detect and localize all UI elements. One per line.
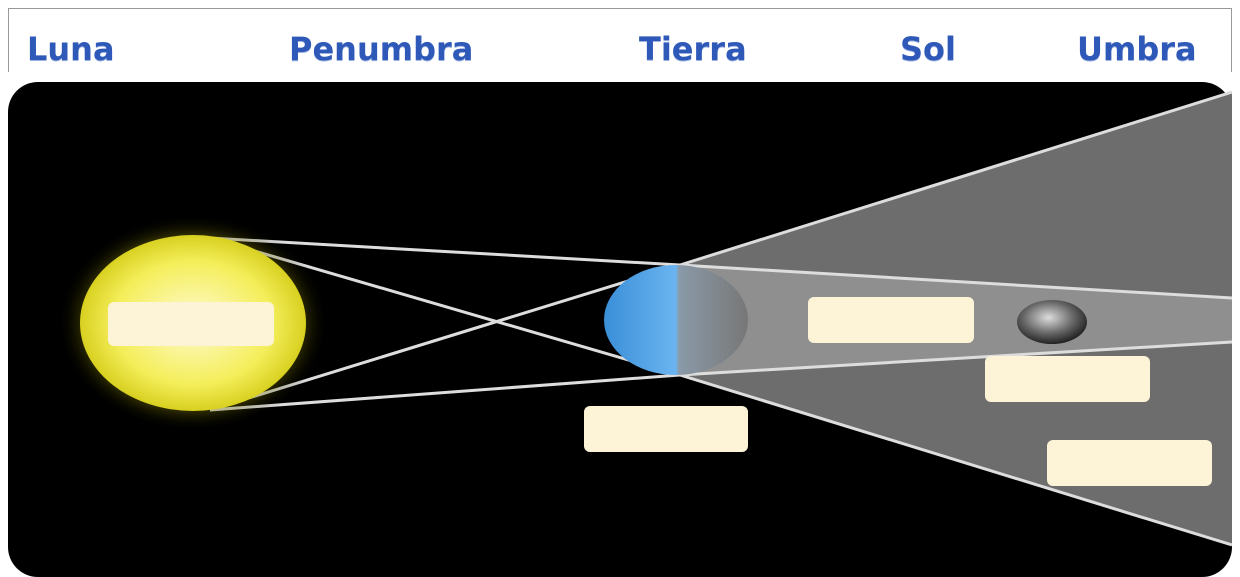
draggable-word[interactable]: Sol — [900, 31, 956, 67]
word-bank: Luna Penumbra Tierra Sol Umbra — [8, 8, 1232, 72]
drop-zone[interactable] — [108, 302, 274, 346]
moon — [1017, 300, 1087, 344]
draggable-word[interactable]: Penumbra — [289, 31, 473, 67]
page: Luna Penumbra Tierra Sol Umbra — [0, 0, 1240, 577]
drop-zone[interactable] — [985, 356, 1150, 402]
eclipse-diagram — [8, 82, 1232, 577]
draggable-word[interactable]: Luna — [27, 31, 115, 67]
drop-zone[interactable] — [1047, 440, 1212, 486]
earth — [604, 265, 748, 375]
draggable-word[interactable]: Umbra — [1077, 31, 1197, 67]
drop-zone[interactable] — [808, 297, 974, 343]
draggable-word[interactable]: Tierra — [639, 31, 747, 67]
drop-zone[interactable] — [584, 406, 748, 452]
